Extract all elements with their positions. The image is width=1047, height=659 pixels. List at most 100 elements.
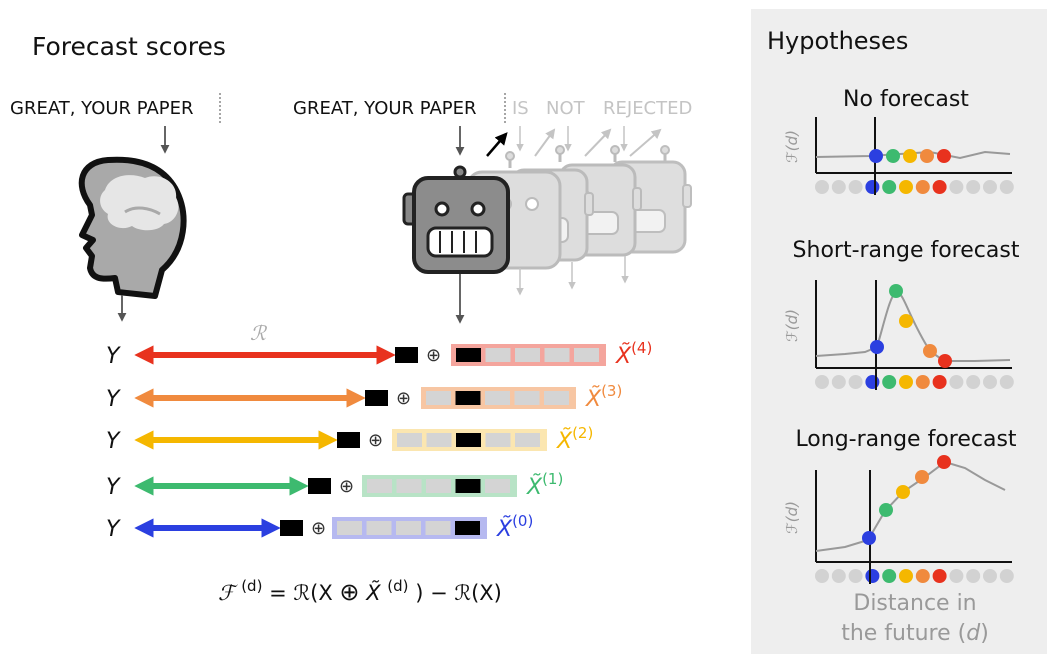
plot-0-title: No forecast	[843, 87, 969, 112]
plot-2-strip-dot-5	[899, 569, 913, 583]
row-4-oplus: ⊕	[311, 518, 326, 539]
plot-0-strip-dot-8	[949, 180, 964, 194]
row-4-cell-2	[396, 521, 421, 535]
hypotheses-title: Hypotheses	[767, 27, 908, 55]
row-1-cell-3	[514, 391, 540, 405]
row-4-cell-1	[366, 521, 392, 535]
human-prompt-text: GREAT, YOUR PAPER	[10, 98, 194, 119]
plot-2-strip-dot-1	[831, 569, 846, 583]
feedback-arrow-main	[486, 132, 508, 157]
future-word-is: IS	[512, 98, 529, 119]
hypothesis-plot-1: Short-range forecast ℱ(d)	[783, 238, 1020, 390]
plot-2-point-2	[896, 485, 910, 499]
future-word-rejected: REJECTED	[603, 98, 692, 119]
plot-0-y-label: ℱ(d)	[783, 130, 801, 163]
row-2-x-sup: (2)	[572, 424, 593, 442]
plot-2-strip-dot-2	[848, 569, 863, 583]
row-3-cell-3	[455, 479, 481, 493]
formula-eq-part2: ) − ℛ(X)	[415, 581, 502, 605]
plot-2-strip-dot-3	[865, 569, 880, 583]
plot-2-strip-dot-0	[815, 569, 829, 583]
formula-F: ℱ	[218, 581, 238, 605]
plot-1-strip-dot-11	[999, 375, 1014, 389]
feedback-arrow-2	[534, 128, 556, 157]
row-1-x-label: X̃(3)	[585, 382, 622, 412]
plot-1-point-4	[938, 354, 952, 368]
x-axis-label-2: the future (d)	[841, 621, 989, 646]
plot-1-strip-dot-4	[882, 375, 897, 389]
plot-1-strip-dot-7	[932, 375, 947, 389]
row-y-label: Y	[106, 517, 121, 542]
plot-2-point-0	[862, 531, 876, 545]
plot-1-point-1	[889, 284, 903, 298]
plot-2-y-label: ℱ(d)	[783, 501, 801, 534]
row-3-x-sup: (1)	[542, 470, 563, 488]
formula-sup-d: (d)	[241, 577, 262, 595]
x-axis-label-d: d	[966, 621, 981, 646]
hypothesis-plot-0: No forecast ℱ(d)	[783, 87, 1014, 195]
row-3-cell-1	[396, 479, 422, 493]
plot-1-point-0	[870, 340, 884, 354]
row-2-cell-1	[426, 433, 452, 447]
row-0-cell-2	[515, 348, 540, 362]
plot-1-title: Short-range forecast	[793, 238, 1020, 263]
row-1-cell-2	[485, 391, 510, 405]
row-3-x-label: X̃(1)	[526, 470, 563, 500]
hypotheses-panel-background	[751, 9, 1047, 654]
plot-1-strip-dot-2	[848, 375, 863, 389]
plot-1-point-3	[923, 344, 937, 358]
feedback-arrow-3	[584, 128, 612, 157]
row-1-cell-0	[426, 391, 451, 405]
row-3-token	[308, 478, 331, 494]
row-3-oplus: ⊕	[339, 476, 354, 497]
row-4-x-sup: (0)	[512, 512, 533, 530]
plot-1-strip-dot-0	[815, 375, 829, 389]
forecast-rows: Y ⊕ X̃(4)Y ⊕ X̃(3)Y ⊕ X̃(2)Y ⊕ X̃(1)Y ⊕ X̃(0)	[106, 339, 652, 542]
row-4-x-label: X̃(0)	[496, 512, 533, 542]
plot-2-title: Long-range forecast	[795, 427, 1016, 452]
plot-1-strip-dot-6	[915, 375, 930, 389]
plot-2-curve	[815, 460, 1006, 552]
plot-1-strip-dot-10	[983, 375, 997, 389]
plot-2-strip-dot-9	[966, 569, 981, 583]
plot-0-strip-dot-1	[831, 180, 846, 194]
plot-0-strip-dot-10	[983, 180, 997, 194]
human-head-icon	[78, 156, 187, 299]
plot-0-strip-dot-5	[899, 180, 913, 194]
x-axis-label-line1: Distance in	[853, 591, 976, 616]
row-0-oplus: ⊕	[426, 345, 441, 366]
row-4-x-symbol: X̃	[496, 516, 513, 542]
row-0-token	[395, 347, 418, 363]
plot-0-point-2	[903, 149, 917, 163]
row-1-cell-1	[455, 391, 481, 405]
plot-1-y-label: ℱ(d)	[783, 309, 801, 342]
plot-2-strip-dot-6	[915, 569, 930, 583]
row-3-cell-2	[426, 479, 451, 493]
plot-0-strip-dot-6	[915, 180, 930, 194]
row-2-token	[337, 432, 360, 448]
plot-2-strip-dot-7	[932, 569, 947, 583]
row-1-cell-4	[544, 391, 569, 405]
robot-icon	[402, 165, 510, 274]
row-2-cell-0	[397, 433, 422, 447]
row-2-cell-2	[456, 433, 481, 447]
future-word-not: NOT	[546, 98, 586, 119]
x-axis-label-line2: the future (	[841, 621, 966, 646]
plot-0-point-4	[937, 149, 951, 163]
plot-0-point-1	[886, 149, 900, 163]
forecast-scores-title: Forecast scores	[32, 32, 226, 61]
row-y-label: Y	[106, 387, 121, 412]
plot-0-strip-dot-0	[815, 180, 829, 194]
row-0-x-label: X̃(4)	[615, 339, 652, 369]
formula-sup-d2: (d)	[387, 577, 408, 595]
row-2-oplus: ⊕	[368, 430, 383, 451]
plot-0-strip-dot-3	[865, 180, 880, 194]
plot-1-strip-dot-8	[949, 375, 964, 389]
row-1-oplus: ⊕	[396, 388, 411, 409]
R-label: ℛ	[250, 321, 268, 345]
plot-1-point-2	[899, 314, 913, 328]
x-axis-label-end: )	[980, 621, 989, 646]
plot-2-point-3	[915, 470, 929, 484]
row-3-x-symbol: X̃	[526, 474, 543, 500]
